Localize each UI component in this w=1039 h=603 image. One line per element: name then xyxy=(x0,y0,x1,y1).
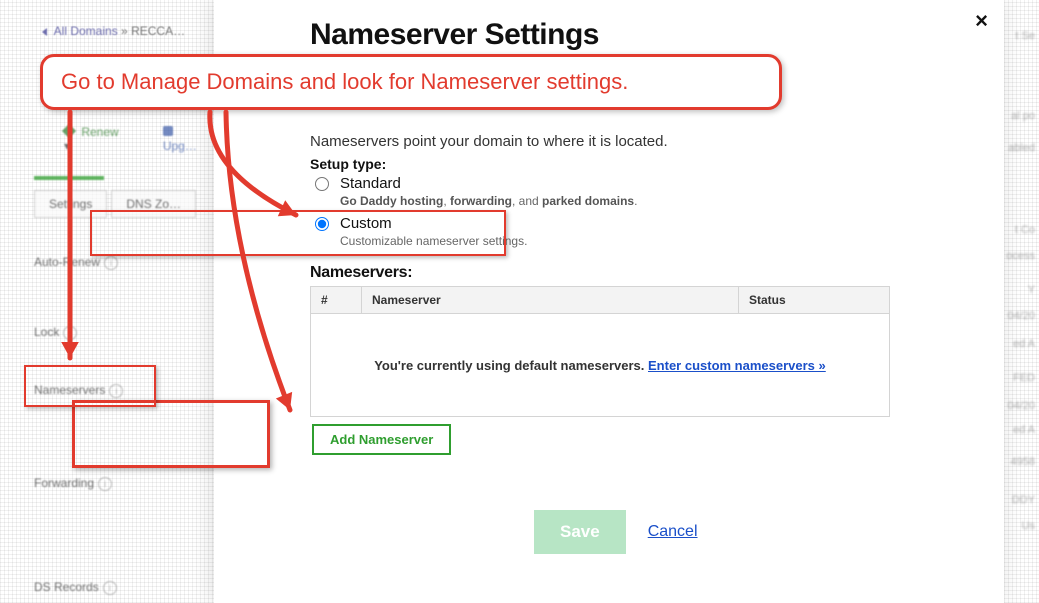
sidebar-tabs: Settings DNS Zo… xyxy=(34,190,196,218)
radio-custom-sub: Customizable nameserver settings. xyxy=(340,234,527,248)
add-nameserver-button[interactable]: Add Nameserver xyxy=(312,424,451,455)
modal-action-row: Save Cancel xyxy=(534,510,698,554)
radio-standard-row[interactable]: Standard Go Daddy hosting, forwarding, a… xyxy=(310,175,637,208)
info-icon: i xyxy=(104,256,118,270)
radio-standard[interactable] xyxy=(315,177,329,191)
enter-custom-link[interactable]: Enter custom nameservers » xyxy=(648,358,826,373)
chevron-down-icon: ▾ xyxy=(64,139,70,153)
annotation-box-nameservers xyxy=(24,365,156,407)
sidebar-item-label: DS Records xyxy=(34,580,99,594)
setup-type-label: Setup type: xyxy=(310,156,386,172)
right-edge-obscured: t Se al po abled t Co ocess Y 04/20 ed A… xyxy=(1009,0,1039,603)
breadcrumb-separator: » xyxy=(121,24,128,38)
breadcrumb-all[interactable]: All Domains xyxy=(54,24,118,38)
renew-icon xyxy=(62,124,76,138)
radio-standard-title: Standard xyxy=(340,175,637,192)
default-ns-message: You're currently using default nameserve… xyxy=(311,314,890,417)
tab-dns-zone[interactable]: DNS Zo… xyxy=(111,190,196,218)
th-status: Status xyxy=(739,287,890,314)
modal-title: Nameserver Settings xyxy=(310,18,599,52)
radio-standard-sub: Go Daddy hosting, forwarding, and parked… xyxy=(340,194,637,208)
breadcrumb-prev-icon xyxy=(42,28,47,36)
nameservers-table: # Nameserver Status You're currently usi… xyxy=(310,286,890,417)
save-button[interactable]: Save xyxy=(534,510,626,554)
tab-settings[interactable]: Settings xyxy=(34,190,107,218)
sidebar-item-label: Forwarding xyxy=(34,476,94,490)
info-icon: i xyxy=(103,581,117,595)
radio-custom[interactable] xyxy=(315,217,329,231)
radio-standard-text: Standard Go Daddy hosting, forwarding, a… xyxy=(340,175,637,208)
breadcrumb[interactable]: All Domains » RECCA… xyxy=(42,24,185,38)
info-icon: i xyxy=(98,477,112,491)
breadcrumb-domain: RECCA… xyxy=(131,24,185,38)
close-icon[interactable]: × xyxy=(975,8,988,34)
radio-custom-title: Custom xyxy=(340,215,527,232)
sidebar-item-label: Lock xyxy=(34,325,59,339)
radio-custom-row[interactable]: Custom Customizable nameserver settings. xyxy=(310,215,527,248)
th-nameserver: Nameserver xyxy=(362,287,739,314)
nameservers-heading: Nameservers: xyxy=(310,264,412,282)
sidebar-item-label: Auto-Renew xyxy=(34,255,100,269)
info-icon: i xyxy=(63,326,77,340)
sidebar-action-row: Renew ▾ Upg… xyxy=(64,125,210,153)
th-number: # xyxy=(311,287,362,314)
sidebar-item-auto-renew[interactable]: Auto-Renew i xyxy=(34,255,118,270)
renew-link[interactable]: Renew ▾ xyxy=(64,125,123,153)
upgrade-link[interactable]: Upg… xyxy=(163,125,210,153)
sidebar-item-lock[interactable]: Locki xyxy=(34,325,77,340)
cancel-link[interactable]: Cancel xyxy=(648,523,698,541)
annotation-callout: Go to Manage Domains and look for Namese… xyxy=(40,54,782,110)
modal-blurb: Nameservers point your domain to where i… xyxy=(310,133,668,150)
upgrade-icon xyxy=(163,126,173,136)
sidebar-item-ds-records[interactable]: DS Records i xyxy=(34,580,117,595)
radio-custom-text: Custom Customizable nameserver settings. xyxy=(340,215,527,248)
sidebar-item-forwarding[interactable]: Forwarding i xyxy=(34,476,112,491)
active-tab-indicator xyxy=(34,176,104,180)
